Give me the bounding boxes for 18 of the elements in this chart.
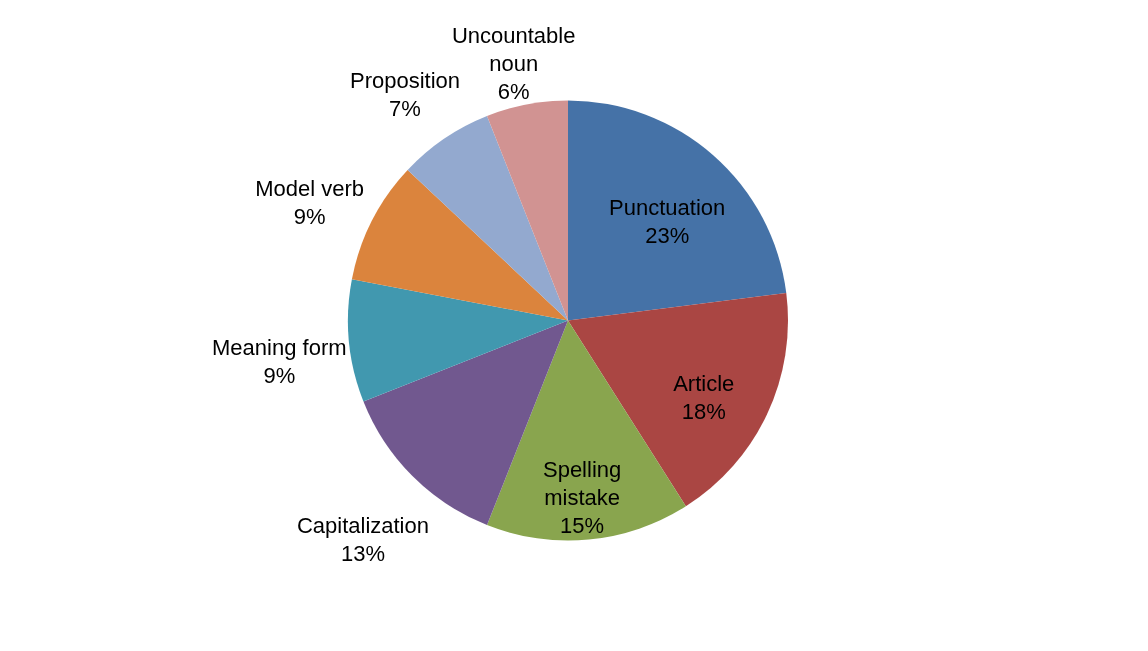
slice-label: Article bbox=[673, 371, 735, 397]
data-label: 9% bbox=[263, 362, 296, 388]
data-label: 15% bbox=[560, 512, 605, 538]
pie-slice bbox=[348, 279, 568, 402]
pie-slice bbox=[487, 100, 568, 321]
data-label: 23% bbox=[645, 222, 690, 248]
slice-label: Capitalization bbox=[296, 512, 429, 538]
pie-slice bbox=[568, 100, 787, 321]
data-label: 18% bbox=[681, 399, 726, 425]
slice-label: Meaning form bbox=[212, 334, 347, 360]
data-label: 13% bbox=[340, 540, 385, 566]
slice-label: Spelling mistake bbox=[542, 456, 622, 510]
data-label: 9% bbox=[293, 203, 326, 229]
slice-label: Punctuation bbox=[609, 194, 726, 220]
slice-label: Model verb bbox=[255, 175, 365, 201]
data-label: 6% bbox=[497, 78, 530, 104]
data-label: 7% bbox=[389, 95, 421, 121]
pie-slice bbox=[407, 115, 568, 321]
